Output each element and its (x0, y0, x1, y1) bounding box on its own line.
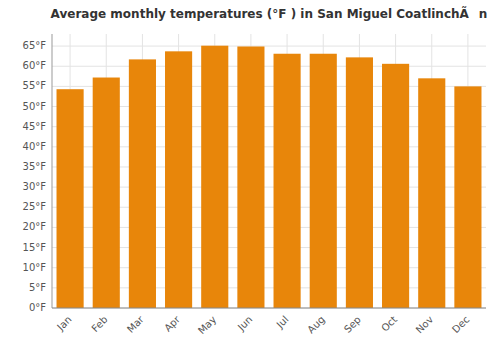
y-tick-label: 20°F (23, 221, 47, 232)
y-tick-label: 10°F (23, 262, 47, 273)
x-tick-label: May (196, 314, 218, 336)
x-tick-label: Sep (342, 314, 363, 335)
y-tick-label: 35°F (23, 161, 47, 172)
y-tick-label: 40°F (23, 141, 47, 152)
x-tick-label: Oct (379, 314, 399, 334)
x-tick-label: Jan (54, 314, 73, 333)
x-tick-label: Apr (162, 313, 183, 334)
y-tick-label: 15°F (23, 242, 47, 253)
bar (418, 78, 445, 308)
bars (57, 46, 482, 308)
x-tick-label: Dec (450, 314, 471, 335)
bar (201, 46, 228, 308)
x-tick-label: Aug (305, 314, 327, 336)
x-tick-label: Feb (89, 314, 109, 334)
y-tick-label: 45°F (23, 121, 47, 132)
bar (129, 59, 156, 308)
bar (57, 89, 84, 308)
y-tick-label: 25°F (23, 201, 47, 212)
bar (310, 54, 337, 308)
grid (52, 34, 486, 308)
x-tick-label: Nov (414, 314, 436, 336)
bar (165, 51, 192, 308)
y-tick-label: 65°F (23, 40, 47, 51)
y-tick-label: 50°F (23, 101, 47, 112)
x-tick-label: Jul (274, 314, 291, 331)
bar (237, 46, 264, 308)
y-tick-label: 60°F (23, 60, 47, 71)
y-tick-label: 55°F (23, 80, 47, 91)
title: Average monthly temperatures (°F ) in Sa… (51, 6, 488, 21)
bar (274, 54, 301, 308)
chart: 0°F 5°F 10°F 15°F 20°F 25°F 30°F 35°F 40°F 45°F 50… (0, 0, 500, 350)
y-grid-line (52, 66, 486, 67)
y-tick-label: 30°F (23, 181, 47, 192)
x-axis-line (52, 308, 486, 309)
bar (382, 64, 409, 308)
x-tick-label: Jun (235, 314, 255, 334)
y-axis-line (52, 34, 53, 308)
bar (346, 57, 373, 308)
y-grid-line (52, 46, 486, 47)
y-grid-line (52, 308, 486, 309)
bar (93, 78, 120, 308)
y-tick-label: 5°F (29, 282, 46, 293)
x-tick-label: Mar (125, 313, 147, 335)
y-tick-label: 0°F (29, 302, 46, 313)
bar (454, 86, 481, 308)
